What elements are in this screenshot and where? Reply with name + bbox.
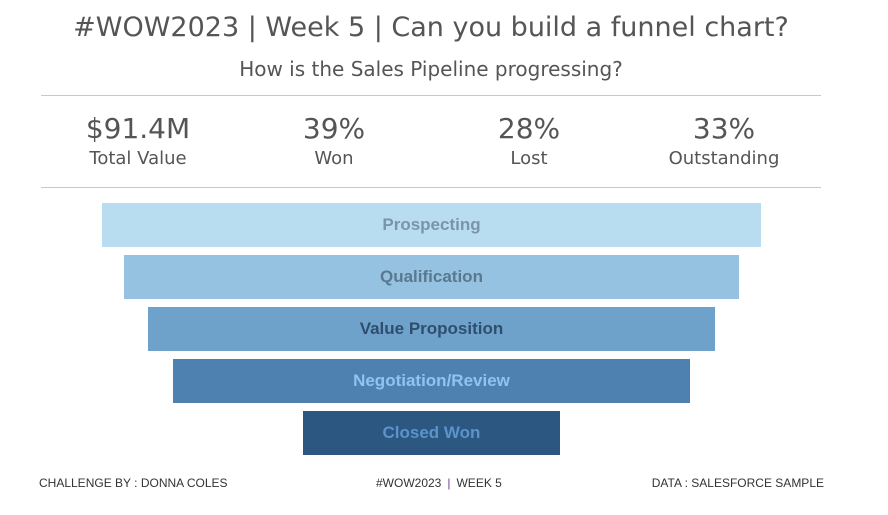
kpi-value: $91.4M	[85, 112, 191, 145]
kpi-value: 39%	[302, 112, 366, 145]
funnel-bar-label: Qualification	[380, 267, 483, 286]
kpi-value: 33%	[692, 112, 756, 145]
kpi-value: 28%	[497, 112, 561, 145]
footer-tag-a: #WOW2023	[376, 476, 442, 490]
kpi-total-value: $91.4M Total Value	[40, 112, 236, 172]
page-subtitle: How is the Sales Pipeline progressing?	[239, 57, 623, 81]
funnel-bar-closed-won[interactable]: Closed Won	[302, 411, 560, 455]
kpi-label: Won	[314, 148, 354, 169]
funnel-bar-label: Closed Won	[382, 423, 481, 442]
divider	[41, 95, 821, 96]
funnel-bar-qualification[interactable]: Qualification	[124, 255, 739, 299]
kpi-label: Lost	[510, 148, 548, 169]
kpi-won: 39% Won	[236, 112, 432, 172]
footer-separator: |	[447, 476, 451, 490]
funnel-bar-label: Prospecting	[382, 215, 481, 234]
kpi-label: Total Value	[89, 148, 187, 169]
page-title: #WOW2023 | Week 5 | Can you build a funn…	[73, 12, 789, 43]
kpi-lost: 28% Lost	[431, 112, 627, 172]
footer-tag: #WOW2023 | WEEK 5	[376, 476, 502, 490]
footer-source: DATA : SALESFORCE SAMPLE	[651, 476, 824, 490]
footer-tag-b: WEEK 5	[456, 476, 502, 490]
kpi-outstanding: 33% Outstanding	[626, 112, 822, 172]
funnel-bar-label: Value Proposition	[359, 319, 504, 338]
funnel-bar-negotiation-review[interactable]: Negotiation/Review	[172, 359, 691, 403]
kpi-label: Outstanding	[668, 148, 780, 169]
funnel-bar-value-proposition[interactable]: Value Proposition	[148, 307, 715, 351]
funnel-bar-prospecting[interactable]: Prospecting	[102, 203, 761, 247]
funnel-bar-label: Negotiation/Review	[353, 371, 510, 390]
footer-credit: CHALLENGE BY : DONNA COLES	[39, 476, 228, 490]
divider	[41, 187, 821, 188]
